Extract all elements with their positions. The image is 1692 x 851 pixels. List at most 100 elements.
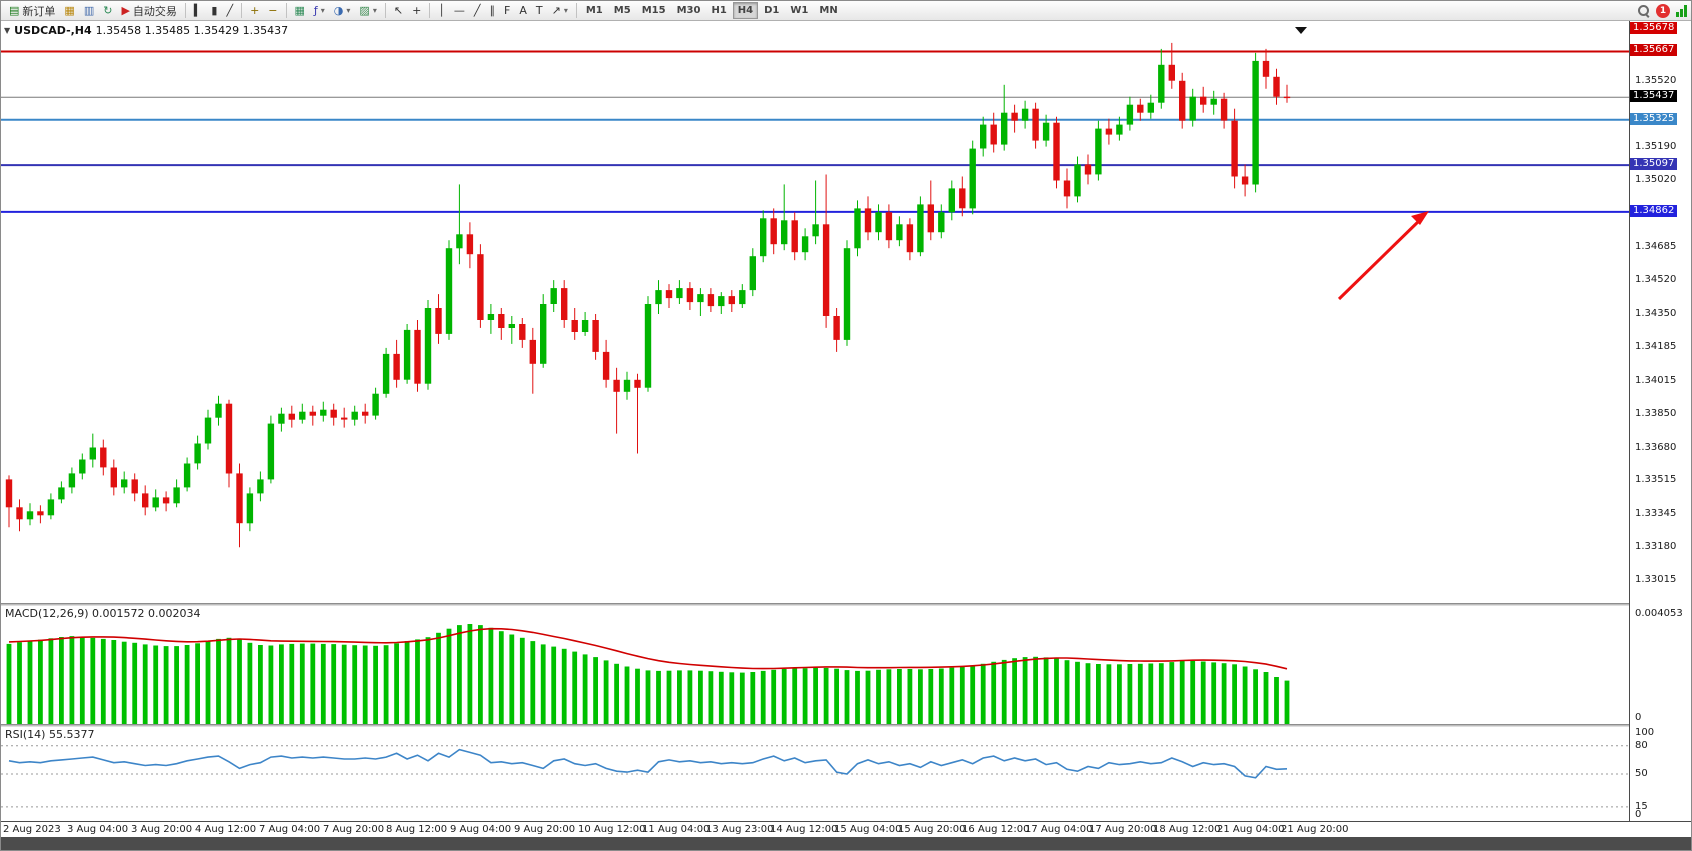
symbol-period-label: USDCAD-,H4 <box>14 24 92 37</box>
arrows-button[interactable]: ↗ ▾ <box>548 2 572 19</box>
vertical-line-button[interactable]: │ <box>434 2 449 19</box>
chevron-down-icon: ▾ <box>346 6 351 15</box>
panel-separator[interactable] <box>1 724 1691 727</box>
fibonacci-button[interactable]: F <box>500 2 514 19</box>
timeframe-h1[interactable]: H1 <box>706 2 731 19</box>
axis-tick-label: 1.33180 <box>1635 541 1677 552</box>
new-order-button[interactable]: ▤ 新订单 <box>5 2 59 19</box>
fibonacci-icon: F <box>504 4 511 17</box>
time-axis[interactable]: 2 Aug 2023 3 Aug 04:00 3 Aug 20:00 4 Aug 12… <box>1 821 1691 838</box>
new-order-icon: ▤ <box>9 4 20 17</box>
axis-tick-label: 1.35520 <box>1635 75 1677 86</box>
macd-chart[interactable] <box>1 606 1629 724</box>
bottom-scrollbar[interactable] <box>1 837 1691 850</box>
trendline-button[interactable]: ╱ <box>470 2 485 19</box>
profiles-button[interactable]: ▥ <box>80 2 98 19</box>
axis-tick-label: 1.35190 <box>1635 141 1677 152</box>
axis-tick-label: 1.34185 <box>1635 341 1677 352</box>
vertical-line-icon: │ <box>438 4 445 17</box>
toolbar-separator <box>241 3 243 18</box>
chart-title: ▼ USDCAD-,H4 1.35458 1.35485 1.35429 1.3… <box>4 24 288 37</box>
trendline-icon: ╱ <box>473 4 481 17</box>
zoom-in-icon: + <box>250 4 260 17</box>
time-axis-label: 4 Aug 12:00 <box>195 824 257 835</box>
time-axis-label: 13 Aug 23:00 <box>706 824 774 835</box>
time-axis-label: 16 Aug 12:00 <box>962 824 1030 835</box>
horizontal-line-button[interactable]: — <box>450 2 469 19</box>
macd-label: MACD(12,26,9) 0.001572 0.002034 <box>5 607 201 620</box>
axis-tick-label: 1.34520 <box>1635 274 1677 285</box>
arrows-icon: ↗ <box>551 4 561 17</box>
refresh-button[interactable]: ↻ <box>99 2 116 19</box>
time-axis-label: 10 Aug 12:00 <box>578 824 646 835</box>
channel-button[interactable]: ∥ <box>486 2 500 19</box>
text-label-icon: T <box>535 4 543 17</box>
rsi-name: RSI(14) <box>5 728 46 741</box>
refresh-icon: ↻ <box>103 4 113 17</box>
time-axis-label: 7 Aug 20:00 <box>323 824 385 835</box>
time-axis-label: 15 Aug 04:00 <box>834 824 902 835</box>
crosshair-button[interactable]: + <box>408 2 425 19</box>
periods-button[interactable]: ◑ ▾ <box>330 2 355 19</box>
cursor-button[interactable]: ↖ <box>390 2 407 19</box>
text-button[interactable]: A <box>515 2 531 19</box>
price-axis[interactable]: 1.35678 1.35667 1.35437 1.35325 1.35097 1.348… <box>1629 21 1691 837</box>
axis-tick-label: 1.33680 <box>1635 442 1677 453</box>
timeframe-d1[interactable]: D1 <box>759 2 784 19</box>
toolbar-separator <box>384 3 386 18</box>
zoom-out-button[interactable]: − <box>264 2 281 19</box>
templates-icon: ▨ <box>359 4 370 17</box>
zoom-in-button[interactable]: + <box>246 2 263 19</box>
axis-tick-label: 0 <box>1635 712 1642 723</box>
one-click-trading-toggle[interactable]: ▼ <box>4 26 11 35</box>
timeframe-h4[interactable]: H4 <box>732 2 759 19</box>
timeframe-m15[interactable]: M15 <box>637 2 671 19</box>
axis-tick-label: 1.33515 <box>1635 474 1677 485</box>
panel-separator[interactable] <box>1 603 1691 606</box>
price-axis-marker: 1.35325 <box>1630 113 1678 125</box>
templates-button[interactable]: ▨ ▾ <box>355 2 380 19</box>
time-axis-label: 2 Aug 2023 <box>3 824 61 835</box>
toolbar-separator <box>184 3 186 18</box>
chart-shift-marker <box>1295 27 1307 34</box>
indicators-button[interactable]: ƒ ▾ <box>310 2 329 19</box>
ohlc-values: 1.35458 1.35485 1.35429 1.35437 <box>95 24 289 37</box>
timeframe-m30[interactable]: M30 <box>672 2 706 19</box>
trend-arrow[interactable] <box>1337 211 1429 301</box>
search-icon[interactable] <box>1637 4 1650 17</box>
rsi-value: 55.5377 <box>48 728 95 741</box>
text-label-button[interactable]: T <box>532 2 547 19</box>
time-axis-label: 11 Aug 04:00 <box>642 824 710 835</box>
price-axis-marker: 1.35437 <box>1630 90 1678 102</box>
tile-windows-button[interactable]: ▦ <box>291 2 309 19</box>
axis-tick-label: 15 <box>1635 801 1648 812</box>
time-axis-label: 21 Aug 04:00 <box>1217 824 1285 835</box>
notification-badge[interactable]: 1 <box>1656 3 1670 18</box>
time-axis-label: 3 Aug 20:00 <box>131 824 193 835</box>
candles-group <box>5 42 1291 548</box>
rsi-panel: RSI(14) 55.5377 <box>1 727 1629 821</box>
candlestick-chart-button[interactable]: ▮ <box>207 2 221 19</box>
time-axis-label: 15 Aug 20:00 <box>898 824 966 835</box>
text-icon: A <box>519 4 527 17</box>
toolbar-separator <box>575 3 577 18</box>
timeframe-mn[interactable]: MN <box>814 2 842 19</box>
time-axis-label: 21 Aug 20:00 <box>1281 824 1349 835</box>
chart-window-button[interactable]: ▦ <box>60 2 78 19</box>
timeframe-m5[interactable]: M5 <box>609 2 636 19</box>
timeframe-w1[interactable]: W1 <box>785 2 813 19</box>
rsi-chart[interactable] <box>1 727 1629 821</box>
candlestick-chart-icon: ▮ <box>211 4 218 17</box>
candlestick-chart[interactable] <box>1 21 1629 603</box>
axis-tick-label: 1.35020 <box>1635 174 1677 185</box>
auto-trading-button[interactable]: ▶ 自动交易 <box>117 2 180 19</box>
price-axis-marker: 1.34862 <box>1630 205 1678 217</box>
macd-panel: MACD(12,26,9) 0.001572 0.002034 <box>1 606 1629 724</box>
bar-chart-button[interactable]: ▍ <box>190 2 206 19</box>
line-chart-button[interactable]: ╱ <box>222 2 237 19</box>
axis-tick-label: 1.34015 <box>1635 375 1677 386</box>
toolbar-buttons: ▤ 新订单 ▦ ▥ ↻ ▶ 自动交易 ▍ ▮ ╱ + − ▦ ƒ ▾ ◑ ▾ ▨ ▾ ↖ + │ — ╱ ∥ F A T ↗ ▾ M1 M5 M… <box>5 2 1637 19</box>
timeframe-m1[interactable]: M1 <box>581 2 608 19</box>
line-chart-icon: ╱ <box>226 4 234 17</box>
time-axis-label: 7 Aug 04:00 <box>259 824 321 835</box>
